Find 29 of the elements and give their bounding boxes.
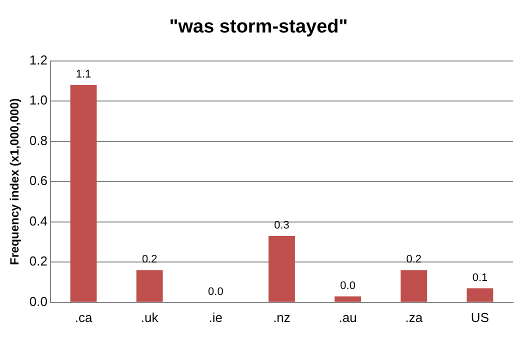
data-label: 0.0 (208, 286, 224, 298)
bar (466, 288, 494, 302)
x-tick-label: US (470, 310, 490, 325)
y-tick-label: 0.0 (29, 294, 48, 309)
bar (268, 236, 295, 302)
y-tick-label: 0.6 (29, 173, 48, 188)
y-axis-title: Frequency index (x1,000,000) (8, 98, 22, 265)
x-tick-label: .ie (208, 310, 223, 325)
y-tick-label: 1.0 (29, 92, 48, 108)
x-tick-label: .ca (74, 310, 93, 325)
data-label: 0.0 (340, 280, 356, 292)
data-label: 0.2 (406, 254, 422, 266)
y-tick-label: 0.4 (29, 213, 48, 228)
chart-title: "was storm-stayed" (169, 16, 348, 38)
data-label: 0.2 (142, 254, 158, 266)
bar (334, 296, 362, 302)
x-tick-label: .uk (140, 310, 159, 325)
x-tick-label: .au (338, 310, 357, 325)
x-tick-label: .za (405, 310, 424, 325)
data-label: 0.1 (472, 272, 488, 284)
bar (70, 84, 97, 302)
y-tick-label: 0.2 (29, 254, 48, 269)
y-tick-label: 1.2 (29, 52, 48, 68)
x-tick-label: .nz (273, 310, 290, 325)
y-tick-label: 0.8 (29, 132, 48, 148)
bar (400, 270, 428, 302)
bar (136, 270, 163, 302)
data-label: 1.1 (76, 68, 92, 80)
data-label: 0.3 (274, 219, 290, 232)
